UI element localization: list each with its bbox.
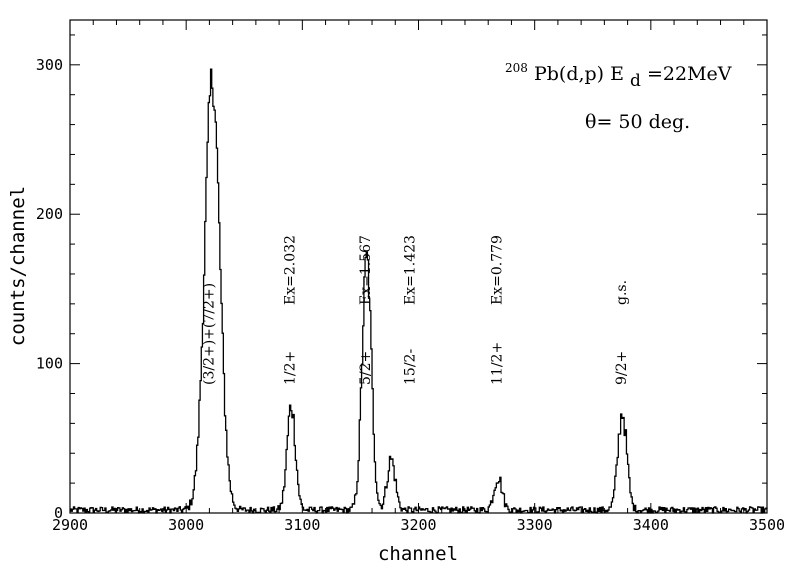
x-axis-label: channel (378, 543, 458, 565)
y-tick-label: 100 (36, 355, 63, 373)
plot-frame (69, 19, 768, 514)
peak-annotation: Ex=0.779 (489, 235, 505, 305)
peak-annotation: 11/2+ (489, 342, 505, 385)
y-axis-label: counts/channel (7, 186, 29, 346)
peak-annotation: Ex=1.567 (358, 235, 374, 305)
x-tick-label: 2900 (52, 516, 88, 534)
reaction-text: Pb(d,p) E (534, 63, 624, 85)
peak-annotation: 1/2+ (283, 351, 299, 385)
energy-subscript: d (630, 71, 641, 91)
y-tick-label: 0 (54, 504, 63, 522)
x-tick-label: 3000 (168, 516, 204, 534)
peak-annotation: 5/2+ (358, 351, 374, 385)
y-tick-label: 200 (36, 205, 63, 223)
peak-annotation: Ex=1.423 (402, 235, 418, 305)
energy-value: =22MeV (647, 63, 732, 85)
peak-annotation: g.s. (614, 280, 630, 305)
peak-annotation: Ex=2.032 (283, 235, 299, 305)
y-tick-label: 300 (36, 56, 63, 74)
peak-annotation: 9/2+ (614, 351, 630, 385)
x-tick-label: 3400 (633, 516, 669, 534)
x-tick-label: 3100 (284, 516, 320, 534)
spectrum-line (70, 68, 768, 514)
x-tick-label: 3300 (517, 516, 553, 534)
x-tick-label: 3200 (400, 516, 436, 534)
x-tick-label: 3500 (749, 516, 785, 534)
peak-annotation: 15/2- (402, 349, 418, 385)
peak-annotation: (3/2+)+(7/2+) (201, 283, 217, 385)
mass-number: 208 (505, 61, 528, 75)
angle-label: θ= 50 deg. (585, 111, 690, 133)
chart-title: 208 Pb(d,p) E d =22MeV (505, 55, 732, 91)
